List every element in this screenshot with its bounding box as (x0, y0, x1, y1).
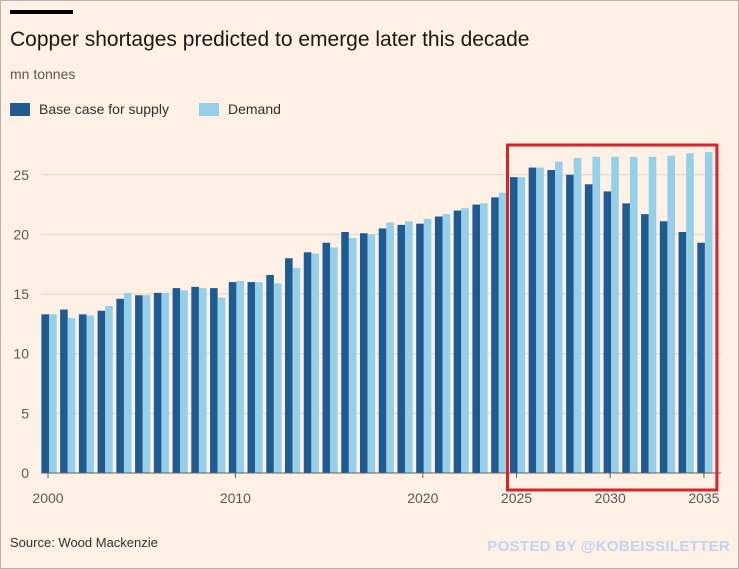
bar-demand-2018 (386, 222, 394, 473)
bar-supply-2006 (153, 292, 162, 473)
bar-demand-2006 (161, 292, 170, 473)
bar-demand-2014 (311, 253, 319, 473)
bar-demand-2031 (629, 156, 638, 474)
bar-supply-2005 (135, 295, 143, 473)
bar-demand-2027 (554, 161, 563, 473)
bar-demand-2030 (611, 156, 619, 474)
bar-demand-2003 (105, 305, 113, 473)
y-tick-label: 5 (21, 405, 29, 421)
bar-supply-2029 (584, 184, 593, 474)
bar-supply-2023 (472, 204, 481, 473)
bar-supply-2015 (322, 242, 331, 473)
x-tick-label: 2020 (407, 490, 438, 506)
source-note: Source: Wood Mackenzie (10, 535, 158, 550)
bar-supply-2031 (622, 203, 630, 473)
bar-supply-2030 (603, 191, 612, 473)
x-tick-label: 2025 (501, 490, 532, 506)
y-tick-label: 10 (13, 346, 29, 362)
bar-supply-2010 (228, 282, 237, 473)
bar-supply-2033 (659, 221, 668, 473)
bar-demand-2024 (498, 192, 507, 473)
bar-supply-2020 (416, 223, 424, 473)
legend-item-demand: Demand (198, 101, 281, 117)
bar-demand-2023 (480, 203, 488, 473)
bar-supply-2026 (528, 167, 537, 473)
unit-label: mn tonnes (10, 66, 76, 82)
bar-demand-2012 (273, 283, 282, 473)
bar-demand-2034 (686, 153, 694, 473)
bar-demand-2017 (367, 234, 376, 473)
bar-demand-2016 (348, 237, 357, 473)
bar-demand-2008 (198, 288, 207, 473)
bar-supply-2004 (116, 298, 124, 473)
bar-supply-2034 (678, 232, 687, 473)
legend-swatch-demand (198, 102, 219, 116)
title-accent-bar (10, 10, 73, 14)
bar-demand-2026 (536, 167, 544, 473)
bar-supply-2024 (491, 197, 499, 474)
bar-supply-2017 (359, 233, 368, 473)
bar-demand-2013 (292, 267, 301, 473)
x-tick-label: 2010 (220, 490, 251, 506)
y-tick-label: 25 (13, 167, 29, 183)
bar-supply-2011 (247, 282, 256, 473)
y-tick-label: 20 (13, 226, 29, 242)
bar-demand-2010 (236, 280, 244, 473)
bar-demand-2011 (255, 282, 263, 473)
x-tick-label: 2000 (32, 490, 63, 506)
bar-supply-2014 (303, 252, 312, 473)
bar-demand-2000 (49, 314, 57, 473)
bar-supply-2016 (341, 232, 349, 473)
bar-demand-2029 (592, 156, 601, 474)
bar-supply-2002 (78, 314, 87, 473)
bar-supply-2025 (509, 177, 518, 473)
bar-supply-2000 (41, 314, 49, 473)
y-tick-label: 0 (21, 465, 29, 481)
bar-demand-2009 (217, 297, 226, 473)
x-tick-label: 2030 (595, 490, 626, 506)
bar-demand-2020 (423, 218, 432, 473)
bar-demand-2025 (517, 177, 526, 473)
bar-demand-2035 (704, 152, 713, 473)
bar-supply-2013 (285, 258, 293, 473)
bar-supply-2032 (641, 214, 649, 473)
y-tick-label: 15 (13, 286, 29, 302)
forecast-highlight-box (506, 143, 719, 492)
bar-supply-2018 (378, 228, 387, 473)
legend-swatch-supply (10, 102, 30, 116)
bar-demand-2001 (67, 317, 76, 473)
chart-title: Copper shortages predicted to emerge lat… (10, 28, 530, 51)
bar-supply-2019 (397, 224, 406, 473)
legend-label-supply: Base case for supply (39, 101, 169, 117)
legend-item-supply: Base case for supply (10, 101, 169, 117)
watermark: POSTED BY @KOBEISSILETTER (487, 538, 730, 555)
bar-supply-2009 (210, 288, 218, 473)
bar-supply-2007 (172, 288, 181, 473)
bar-supply-2003 (97, 310, 106, 473)
bar-supply-2022 (453, 210, 462, 474)
bar-demand-2021 (442, 214, 451, 473)
x-tick-label: 2035 (688, 490, 719, 506)
legend: Base case for supply Demand (10, 101, 311, 117)
bar-demand-2028 (573, 158, 582, 474)
bar-demand-2019 (405, 221, 413, 473)
bar-supply-2035 (697, 242, 705, 473)
bar-supply-2001 (60, 309, 68, 473)
bar-demand-2015 (330, 247, 338, 473)
bar-supply-2028 (566, 174, 574, 473)
bar-supply-2012 (266, 274, 274, 473)
bar-demand-2033 (667, 155, 676, 473)
bar-demand-2004 (123, 292, 132, 473)
bar-demand-2005 (142, 295, 151, 473)
bar-demand-2002 (86, 315, 95, 473)
bar-supply-2008 (191, 286, 199, 473)
bar-supply-2021 (434, 216, 443, 473)
bar-demand-2032 (648, 156, 657, 474)
legend-label-demand: Demand (227, 101, 281, 117)
bar-supply-2027 (547, 169, 555, 474)
bar-demand-2007 (180, 290, 188, 473)
bar-demand-2022 (461, 208, 469, 473)
